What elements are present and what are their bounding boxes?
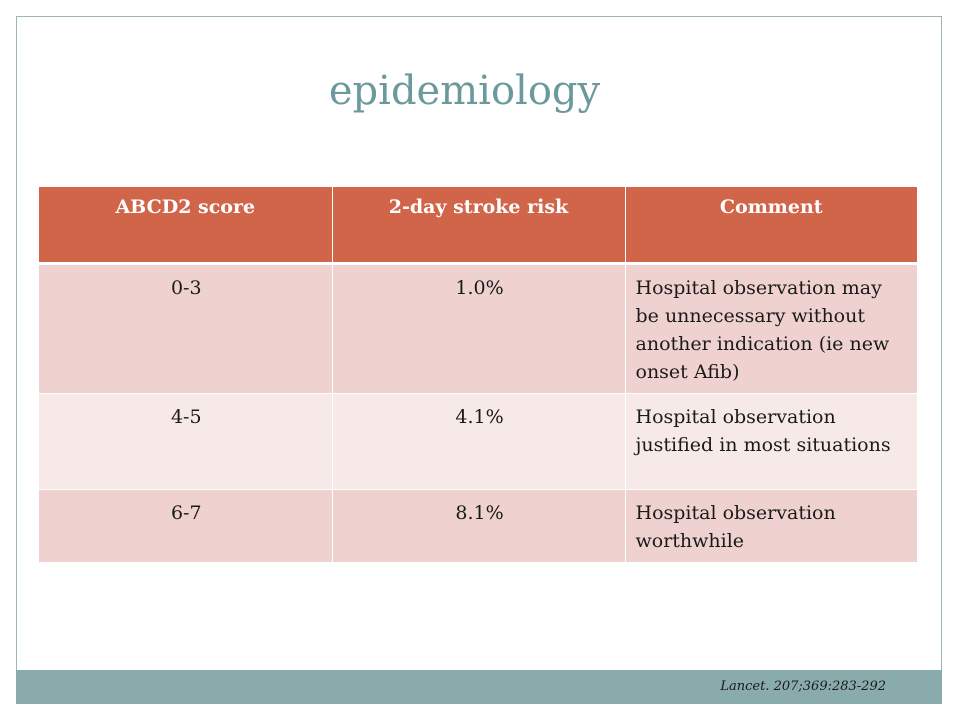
cell-comment: Hospital observation may be unnecessary … <box>625 263 917 394</box>
table-row: 0-3 1.0% Hospital observation may be unn… <box>39 263 917 394</box>
cell-comment: Hospital observation worthwhile <box>625 489 917 563</box>
citation: Lancet. 207;369:283-292 <box>720 679 886 694</box>
cell-comment: Hospital observation justified in most s… <box>625 393 917 490</box>
table-row: 6-7 8.1% Hospital observation worthwhile <box>39 489 917 563</box>
table-row: 4-5 4.1% Hospital observation justified … <box>39 393 917 490</box>
header-comment: Comment <box>625 187 917 265</box>
cell-risk: 8.1% <box>332 489 626 563</box>
header-abcd2-score: ABCD2 score <box>39 187 333 265</box>
cell-score: 4-5 <box>39 393 333 490</box>
cell-risk: 1.0% <box>332 263 626 394</box>
cell-score: 6-7 <box>39 489 333 563</box>
table-header-row: ABCD2 score 2-day stroke risk Comment <box>39 187 917 265</box>
header-stroke-risk: 2-day stroke risk <box>332 187 626 265</box>
stroke-risk-table: ABCD2 score 2-day stroke risk Comment 0-… <box>39 187 917 563</box>
slide-title: epidemiology <box>328 68 601 114</box>
cell-risk: 4.1% <box>332 393 626 490</box>
footer-bar: Lancet. 207;369:283-292 <box>16 670 942 704</box>
cell-score: 0-3 <box>39 263 333 394</box>
